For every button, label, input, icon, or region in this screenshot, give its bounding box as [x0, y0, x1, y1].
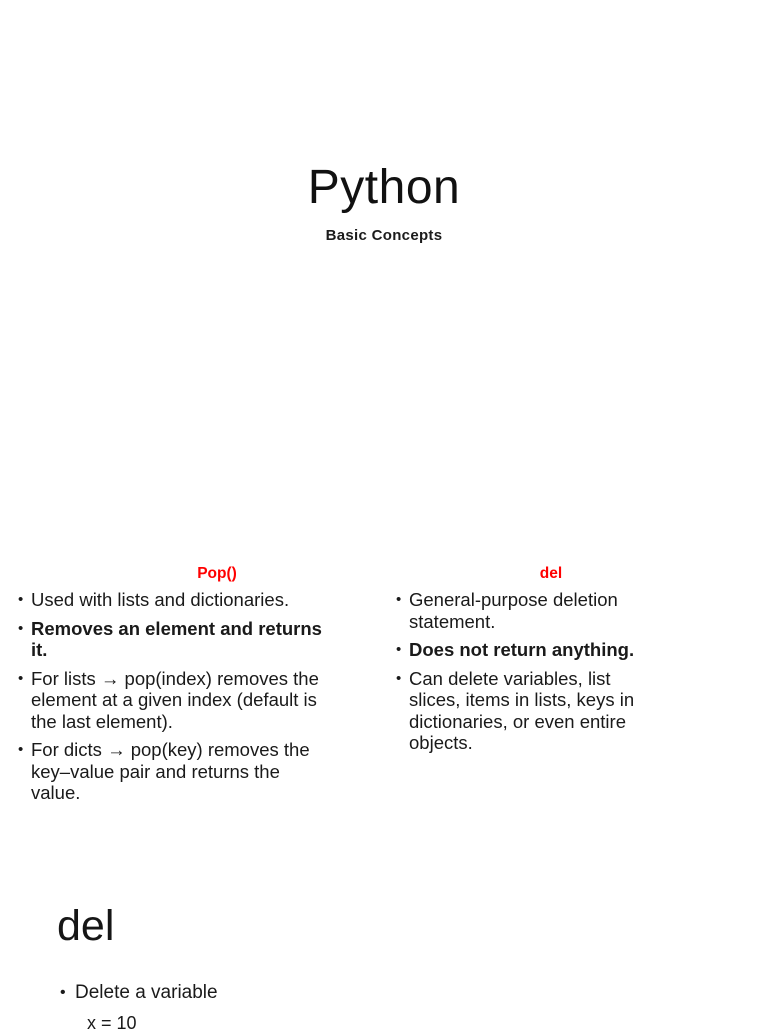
- bullet-marker: [60, 982, 75, 1004]
- bullet-item: Used with lists and dictionaries.: [18, 589, 390, 611]
- bullet-marker: [18, 618, 31, 640]
- bullet-item: Removes an element and returns it.: [18, 618, 390, 661]
- bullet-text: Can delete variables, list slices, items…: [409, 667, 635, 754]
- bullet-item: For lists → pop(index) removes the eleme…: [18, 668, 390, 733]
- del-slide-heading: del: [57, 902, 115, 950]
- bullet-text: Does not return anything.: [409, 639, 635, 660]
- column-header-del: del: [539, 565, 563, 582]
- bullet-item: Can delete variables, list slices, items…: [396, 668, 716, 754]
- bullet-item: Delete a variable: [60, 982, 218, 1004]
- bullet-marker: [396, 668, 409, 690]
- bullet-text: General-purpose deletion statement.: [409, 589, 618, 632]
- bullet-item: For dicts → pop(key) removes the key–val…: [18, 739, 390, 804]
- bullet-marker: [18, 668, 31, 690]
- bullet-text: For dicts → pop(key) removes the key–val…: [31, 739, 310, 803]
- bullet-item: Does not return anything.: [396, 639, 716, 661]
- slide-title: Python: [307, 161, 461, 214]
- bullet-text: For lists → pop(index) removes the eleme…: [31, 667, 319, 732]
- bullet-item: General-purpose deletion statement.: [396, 589, 716, 632]
- bullet-text: Used with lists and dictionaries.: [31, 589, 290, 610]
- bullet-marker: [18, 739, 31, 761]
- bullet-text: Removes an element and returns it.: [31, 617, 322, 661]
- bullet-marker: [18, 589, 31, 611]
- bullet-marker: [396, 639, 409, 661]
- slide-subtitle: Basic Concepts: [325, 227, 443, 244]
- del-bullet-list: General-purpose deletion statement. Does…: [396, 589, 716, 761]
- bullet-marker: [396, 589, 409, 611]
- pop-bullet-list: Used with lists and dictionaries. Remove…: [18, 589, 390, 811]
- column-header-pop: Pop(): [197, 565, 237, 582]
- bullet-text: Delete a variable: [75, 982, 218, 1003]
